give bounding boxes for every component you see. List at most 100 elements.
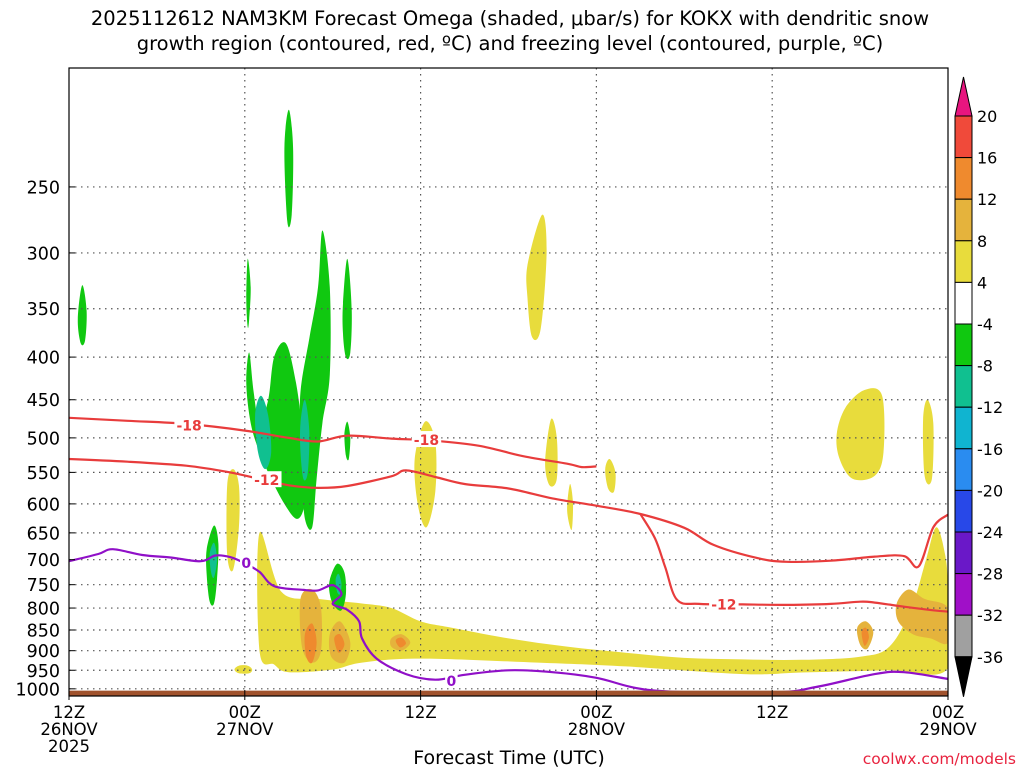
colorbar-label-5: -4: [977, 315, 993, 334]
colorbar-segment-10: [954, 489, 973, 533]
omega-region-24: [342, 258, 352, 360]
colorbar-label-1: 16: [977, 149, 997, 168]
ground-layer: [69, 690, 948, 696]
isotherm-line-2: [639, 513, 948, 613]
y-tick-label-500: 500: [27, 429, 60, 449]
colorbar-bottom-triangle: [954, 656, 973, 697]
contour-label-bg-1: [411, 431, 442, 448]
contour-label-1: -18: [414, 433, 439, 449]
omega-region-18: [861, 627, 869, 646]
colorbar-segment-9: [954, 448, 973, 491]
omega-region-4: [526, 214, 547, 341]
axes-layer: 2503003504004505005506006507007508008509…: [15, 67, 977, 756]
x-tick-label-36-1: 28NOV: [568, 720, 626, 739]
colorbar-segment-3: [954, 198, 973, 242]
grid-layer: [69, 68, 948, 696]
colorbar-label-10: -24: [977, 523, 1003, 542]
colorbar-label-7: -12: [977, 398, 1003, 417]
omega-shading-layer: [77, 109, 948, 675]
omega-region-6: [567, 483, 574, 531]
omega-region-12: [895, 589, 948, 645]
omega-region-21: [246, 258, 251, 329]
colorbar-segment-2: [954, 157, 973, 200]
contour-label-3: -12: [711, 597, 736, 613]
y-tick-label-650: 650: [27, 524, 60, 544]
colorbar-segment-6: [954, 323, 973, 367]
colorbar-segment-12: [954, 573, 973, 616]
y-tick-label-1000: 1000: [15, 680, 60, 700]
y-tick-label-950: 950: [27, 662, 60, 682]
y-tick-label-850: 850: [27, 621, 60, 641]
omega-region-9: [922, 399, 934, 485]
omega-region-23: [299, 230, 331, 530]
colorbar-top-triangle: [954, 76, 973, 117]
y-tick-label-450: 450: [27, 391, 60, 411]
omega-region-15: [304, 623, 317, 664]
omega-region-17: [395, 637, 407, 648]
colorbar-label-8: -16: [977, 440, 1003, 459]
omega-region-19: [77, 285, 87, 346]
omega-region-25: [344, 421, 351, 461]
contour-labels-layer: -18 -18 -12 -12 0 0: [174, 416, 739, 690]
colorbar-segment-1: [954, 115, 973, 159]
colorbar-label-0: 20: [977, 107, 997, 126]
colorbar-label-13: -36: [977, 648, 1003, 667]
y-tick-label-700: 700: [27, 551, 60, 571]
colorbar-label-9: -20: [977, 481, 1003, 500]
x-tick-label-12-0: 00Z: [229, 703, 261, 722]
x-tick-label-48-0: 12Z: [756, 703, 788, 722]
colorbar-label-3: 8: [977, 232, 987, 251]
colorbar-label-2: 12: [977, 190, 997, 209]
colorbar-label-4: 4: [977, 273, 987, 292]
colorbar-label-12: -32: [977, 606, 1003, 625]
colorbar-segment-8: [954, 406, 973, 450]
isotherm-line-0: [69, 416, 597, 469]
omega-region-16: [334, 633, 345, 653]
colorbar-segment-7: [954, 365, 973, 408]
ground-surface: [69, 690, 948, 696]
x-tick-label-36-0: 00Z: [580, 703, 612, 722]
contour-label-0: -18: [176, 418, 201, 434]
contour-label-bg-3: [709, 595, 739, 612]
omega-region-7: [605, 458, 616, 493]
contour-label-4: 0: [241, 556, 251, 572]
contour-label-5: 0: [446, 674, 456, 690]
x-tick-label-0-0: 12Z: [53, 703, 85, 722]
isotherm-line-3: [69, 548, 948, 694]
y-tick-label-400: 400: [27, 349, 60, 369]
x-tick-label-0-1: 26NOV: [40, 720, 98, 739]
omega-region-1: [234, 665, 253, 674]
contour-label-2: -12: [254, 473, 279, 489]
contour-label-bg-5: [445, 671, 458, 688]
y-tick-label-900: 900: [27, 642, 60, 662]
y-tick-label-300: 300: [27, 244, 60, 264]
x-tick-label-60-0: 00Z: [932, 703, 964, 722]
omega-region-5: [545, 418, 558, 487]
x-axis-label: Forecast Time (UTC): [413, 747, 604, 768]
colorbar-segment-5: [954, 281, 973, 325]
contour-label-bg-0: [174, 416, 204, 433]
isotherm-line-1: [69, 457, 948, 569]
chart-title-line2: growth region (contoured, red, ºC) and f…: [137, 32, 884, 55]
x-tick-label-24-0: 12Z: [404, 703, 436, 722]
y-tick-label-800: 800: [27, 600, 60, 620]
omega-region-30: [209, 542, 217, 579]
contour-label-bg-4: [240, 553, 253, 570]
colorbar-label-11: -28: [977, 565, 1003, 584]
colorbar-segment-13: [954, 614, 973, 658]
y-tick-label-350: 350: [27, 300, 60, 320]
omega-region-22: [246, 342, 308, 519]
colorbar: 20 16 12 8 4 -4 -8 -12 -16 -20 -24 -28 -32 -36: [954, 76, 1003, 697]
colorbar-segment-4: [954, 240, 973, 283]
x-tick-label-0-2: 2025: [48, 737, 90, 756]
omega-region-2: [226, 469, 240, 572]
omega-region-20: [284, 109, 294, 228]
y-tick-label-600: 600: [27, 495, 60, 515]
chart-title-line1: 2025112612 NAM3KM Forecast Omega (shaded…: [91, 7, 929, 30]
credit-text: coolwx.com/models: [863, 750, 1016, 768]
colorbar-segment-11: [954, 531, 973, 575]
y-tick-label-250: 250: [27, 178, 60, 198]
omega-region-8: [836, 388, 885, 481]
